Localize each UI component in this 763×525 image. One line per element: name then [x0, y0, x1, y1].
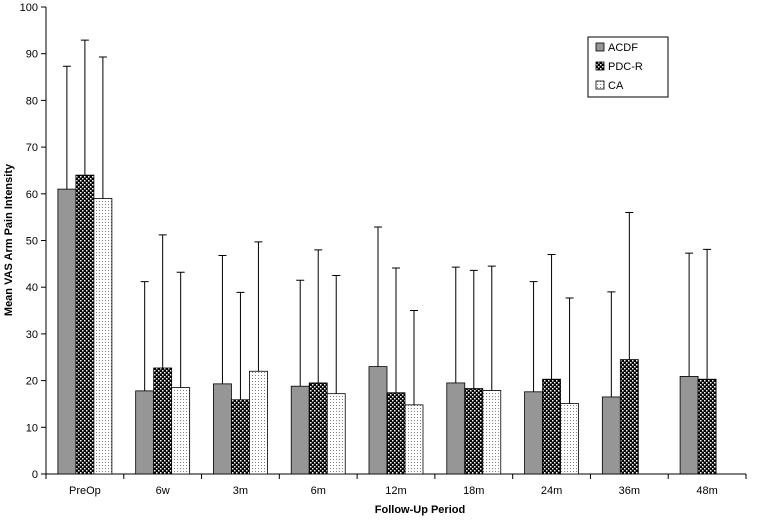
error-bar	[140, 281, 149, 391]
y-tick-label: 70	[26, 142, 38, 154]
error-bar	[98, 56, 107, 199]
x-tick-label: 18m	[463, 485, 484, 497]
error-bar	[607, 291, 616, 397]
error-bar	[469, 269, 478, 389]
x-tick-label: 3m	[233, 485, 248, 497]
bar	[560, 403, 579, 475]
y-tick-label: 80	[26, 95, 38, 107]
x-tick-label: PreOp	[69, 485, 101, 497]
x-tick-label: 6m	[311, 485, 326, 497]
bar	[542, 378, 561, 475]
error-bar	[529, 281, 538, 392]
bar	[171, 387, 191, 475]
y-tick-label: 60	[26, 189, 38, 201]
y-tick-label: 90	[26, 49, 38, 61]
error-bar	[487, 265, 496, 391]
bar	[464, 388, 484, 475]
bar	[75, 174, 95, 475]
bar	[697, 378, 717, 475]
bar	[368, 366, 388, 475]
bar	[308, 382, 328, 475]
y-tick-label: 10	[26, 422, 38, 434]
error-bar	[254, 241, 263, 372]
error-bar	[218, 254, 227, 384]
bar	[679, 375, 699, 475]
bar	[249, 370, 268, 475]
bar	[57, 188, 77, 475]
error-bar	[332, 275, 341, 394]
x-tick-label: 6w	[156, 485, 170, 497]
legend-label: CA	[608, 80, 624, 92]
y-tick-label: 50	[26, 236, 38, 248]
bar	[601, 396, 621, 475]
error-bar	[296, 279, 305, 387]
bar	[524, 391, 543, 475]
x-tick-label: 24m	[541, 485, 562, 497]
legend-swatch	[595, 80, 605, 90]
bar	[135, 390, 155, 475]
bar	[386, 392, 406, 475]
bar	[231, 399, 250, 475]
error-bar	[703, 248, 712, 380]
error-bar	[80, 39, 89, 176]
bar	[446, 382, 466, 475]
y-tick-label: 100	[20, 2, 38, 14]
bar	[326, 393, 346, 475]
error-bar	[625, 211, 634, 360]
error-bar	[410, 310, 418, 405]
x-axis-title: Follow-Up Period	[375, 504, 465, 516]
error-bar	[236, 291, 245, 400]
bar	[290, 385, 310, 475]
y-tick-label: 20	[26, 376, 38, 388]
legend-label: ACDF	[608, 42, 638, 54]
y-tick-label: 30	[26, 329, 38, 341]
error-bar	[392, 267, 400, 393]
error-bar	[565, 297, 574, 404]
bar	[619, 359, 639, 475]
error-bar	[158, 234, 167, 368]
bar	[404, 404, 424, 475]
bar	[153, 367, 173, 475]
error-bar	[314, 249, 323, 383]
error-bar	[451, 266, 460, 383]
error-bar	[685, 252, 694, 377]
y-tick-label: 40	[26, 282, 38, 294]
bar	[213, 383, 232, 475]
error-bar	[374, 226, 382, 367]
y-axis-title: Mean VAS Arm Pain Intensity	[3, 163, 15, 316]
x-tick-label: 12m	[385, 485, 406, 497]
bar	[482, 390, 502, 475]
error-bar	[62, 65, 71, 190]
error-bar	[176, 271, 185, 388]
x-tick-label: 36m	[619, 485, 640, 497]
error-bar	[547, 254, 556, 380]
legend-swatch	[595, 42, 605, 52]
x-tick-label: 48m	[696, 485, 717, 497]
y-tick-label: 0	[32, 469, 38, 481]
legend-label: PDC-R	[608, 61, 643, 73]
legend-swatch	[595, 61, 605, 71]
bar	[93, 198, 113, 475]
